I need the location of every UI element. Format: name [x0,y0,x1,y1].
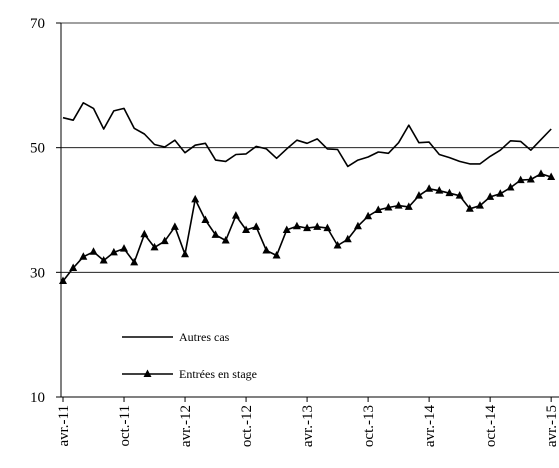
data-point-entrees-en-stage [547,172,556,180]
x-tick-label: avr.-13 [300,405,316,447]
data-point-entrees-en-stage [292,221,301,230]
data-point-entrees-en-stage [160,236,169,245]
data-point-entrees-en-stage [353,221,362,230]
data-point-entrees-en-stage [282,225,291,233]
data-point-entrees-en-stage [99,255,108,264]
data-point-entrees-en-stage [191,194,200,203]
data-point-entrees-en-stage [252,222,261,230]
data-point-entrees-en-stage [333,241,342,249]
data-point-entrees-en-stage [140,229,149,238]
x-axis-ticks [62,397,552,402]
data-point-entrees-en-stage [221,236,230,244]
data-point-entrees-en-stage [394,201,403,209]
data-point-entrees-en-stage [262,246,271,254]
data-point-entrees-en-stage [404,202,413,210]
x-tick-label: avr.-11 [56,405,72,447]
y-gridlines [61,22,559,273]
x-tick-label: oct.-11 [117,405,133,447]
y-axis-ticks [56,22,61,398]
data-point-entrees-en-stage [59,276,67,285]
data-point-entrees-en-stage [201,215,210,223]
data-point-entrees-en-stage [506,183,515,191]
y-tick-label: 70 [30,16,45,32]
data-point-entrees-en-stage [323,223,332,232]
data-point-entrees-en-stage [465,204,474,212]
data-point-entrees-en-stage [272,251,281,259]
data-point-entrees-en-stage [536,169,545,177]
x-tick-label: oct.-14 [483,405,499,448]
x-tick-label: avr.-14 [422,405,438,448]
data-point-entrees-en-stage [231,211,240,219]
y-tick-label: 10 [30,390,45,406]
data-point-entrees-en-stage [79,252,88,260]
x-tick-labels: avr.-11 oct.-11 avr.-12 oct.-12 avr.-13 oct.-… [56,405,559,448]
data-point-entrees-en-stage [384,203,393,211]
data-point-entrees-en-stage [475,201,484,209]
y-tick-label: 50 [30,141,45,157]
data-point-entrees-en-stage [120,244,129,252]
series-line-autres-cas [62,102,552,168]
data-point-entrees-en-stage [313,222,322,230]
data-point-entrees-en-stage [364,211,373,220]
data-point-entrees-en-stage [425,184,434,192]
y-tick-labels: 10 30 50 70 [30,16,45,406]
data-point-entrees-en-stage [343,234,352,243]
legend: Autres cas Entrées en stage [122,330,257,381]
data-point-entrees-en-stage [303,223,312,232]
x-tick-label: oct.-12 [239,405,255,447]
series-lines [59,102,556,285]
data-point-entrees-en-stage [455,191,464,199]
data-point-entrees-en-stage [242,225,251,233]
data-point-entrees-en-stage [486,192,495,200]
data-point-entrees-en-stage [414,191,423,199]
data-point-entrees-en-stage [109,247,118,256]
data-point-entrees-en-stage [211,230,220,238]
y-tick-label: 30 [30,265,45,281]
data-point-entrees-en-stage [516,175,525,184]
data-point-entrees-en-stage [445,188,454,197]
data-point-entrees-en-stage [130,257,139,266]
legend-label-autres-cas: Autres cas [179,330,230,344]
data-point-entrees-en-stage [89,247,98,255]
data-point-entrees-en-stage [181,249,190,258]
data-point-entrees-en-stage [435,186,444,194]
data-point-entrees-en-stage [69,263,78,271]
data-point-entrees-en-stage [526,174,535,183]
x-tick-label: avr.-12 [178,405,194,447]
data-point-entrees-en-stage [496,189,505,197]
x-tick-label: oct.-13 [361,405,377,447]
data-point-entrees-en-stage [170,222,179,230]
data-point-entrees-en-stage [374,205,383,213]
data-point-entrees-en-stage [150,242,159,251]
x-tick-label: avr.-15 [544,405,559,447]
legend-marker-entrees-en-stage [143,369,152,377]
legend-label-entrees-en-stage: Entrées en stage [179,367,257,381]
